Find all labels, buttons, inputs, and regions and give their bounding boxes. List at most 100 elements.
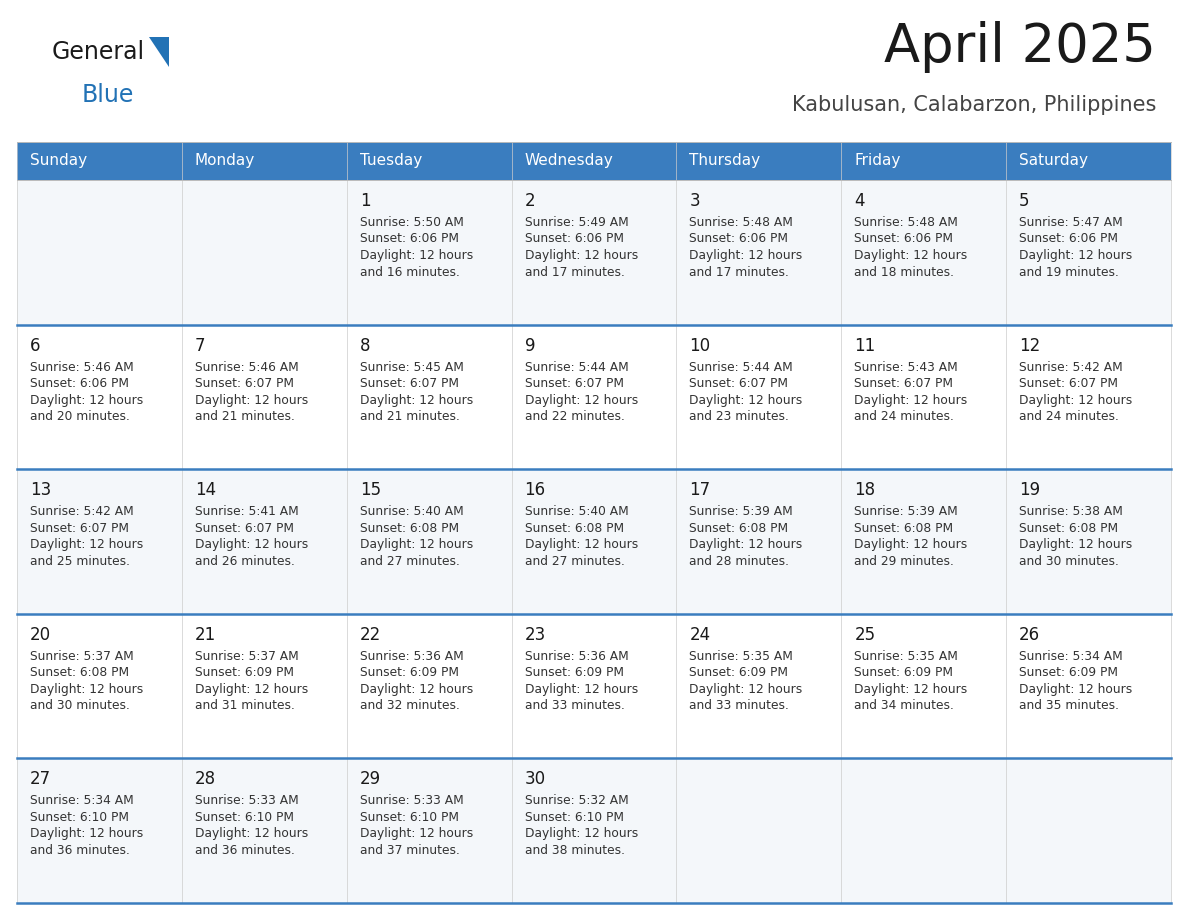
Bar	[347, 325, 512, 469]
Text: Monday: Monday	[195, 153, 255, 169]
Text: 27: 27	[30, 770, 51, 789]
Bar	[347, 180, 512, 325]
Text: and 35 minutes.: and 35 minutes.	[1019, 700, 1119, 712]
Bar	[512, 758, 676, 903]
Text: and 17 minutes.: and 17 minutes.	[689, 265, 789, 278]
Text: Sunrise: 5:38 AM: Sunrise: 5:38 AM	[1019, 505, 1123, 518]
Text: 14: 14	[195, 481, 216, 499]
Text: Sunrise: 5:33 AM: Sunrise: 5:33 AM	[360, 794, 463, 808]
Text: Sunrise: 5:41 AM: Sunrise: 5:41 AM	[195, 505, 298, 518]
Bar	[676, 758, 841, 903]
Text: Sunrise: 5:43 AM: Sunrise: 5:43 AM	[854, 361, 958, 374]
Text: Sunset: 6:06 PM: Sunset: 6:06 PM	[689, 232, 789, 245]
Bar	[676, 614, 841, 758]
Text: and 27 minutes.: and 27 minutes.	[360, 554, 460, 567]
Bar	[17, 142, 182, 180]
Text: 5: 5	[1019, 192, 1030, 210]
Text: Daylight: 12 hours: Daylight: 12 hours	[525, 249, 638, 262]
Text: Sunset: 6:09 PM: Sunset: 6:09 PM	[360, 666, 459, 679]
Text: Sunset: 6:06 PM: Sunset: 6:06 PM	[1019, 232, 1118, 245]
Text: 24: 24	[689, 626, 710, 644]
Text: and 25 minutes.: and 25 minutes.	[30, 554, 129, 567]
Text: Daylight: 12 hours: Daylight: 12 hours	[525, 827, 638, 840]
Text: Sunset: 6:07 PM: Sunset: 6:07 PM	[854, 377, 953, 390]
Bar	[676, 180, 841, 325]
Text: Sunrise: 5:39 AM: Sunrise: 5:39 AM	[854, 505, 958, 518]
Text: Sunrise: 5:37 AM: Sunrise: 5:37 AM	[30, 650, 134, 663]
Text: and 36 minutes.: and 36 minutes.	[30, 844, 129, 856]
Bar	[1006, 142, 1171, 180]
Text: Wednesday: Wednesday	[525, 153, 613, 169]
Text: 17: 17	[689, 481, 710, 499]
Text: and 30 minutes.: and 30 minutes.	[30, 700, 129, 712]
Text: Blue: Blue	[82, 83, 134, 107]
Text: 28: 28	[195, 770, 216, 789]
Text: and 24 minutes.: and 24 minutes.	[854, 410, 954, 423]
Text: Sunrise: 5:44 AM: Sunrise: 5:44 AM	[689, 361, 794, 374]
Text: and 36 minutes.: and 36 minutes.	[195, 844, 295, 856]
Text: Sunrise: 5:50 AM: Sunrise: 5:50 AM	[360, 216, 463, 229]
Text: and 20 minutes.: and 20 minutes.	[30, 410, 129, 423]
Text: Sunset: 6:08 PM: Sunset: 6:08 PM	[854, 521, 954, 534]
Text: Daylight: 12 hours: Daylight: 12 hours	[854, 394, 967, 407]
Text: 19: 19	[1019, 481, 1041, 499]
Bar	[17, 614, 182, 758]
Bar	[1006, 758, 1171, 903]
Bar	[676, 325, 841, 469]
Bar	[17, 469, 182, 614]
Text: Daylight: 12 hours: Daylight: 12 hours	[30, 683, 144, 696]
Text: General: General	[52, 40, 145, 64]
Text: Sunset: 6:10 PM: Sunset: 6:10 PM	[360, 811, 459, 823]
Bar	[841, 614, 1006, 758]
Text: Daylight: 12 hours: Daylight: 12 hours	[689, 394, 803, 407]
Text: 2: 2	[525, 192, 536, 210]
Text: Sunset: 6:09 PM: Sunset: 6:09 PM	[854, 666, 953, 679]
Text: and 27 minutes.: and 27 minutes.	[525, 554, 625, 567]
Text: Sunset: 6:09 PM: Sunset: 6:09 PM	[689, 666, 789, 679]
Text: Daylight: 12 hours: Daylight: 12 hours	[30, 394, 144, 407]
Bar	[17, 758, 182, 903]
Text: and 26 minutes.: and 26 minutes.	[195, 554, 295, 567]
Text: Sunset: 6:06 PM: Sunset: 6:06 PM	[525, 232, 624, 245]
Text: Daylight: 12 hours: Daylight: 12 hours	[525, 683, 638, 696]
Text: Daylight: 12 hours: Daylight: 12 hours	[360, 538, 473, 551]
Bar	[1006, 614, 1171, 758]
Text: Sunrise: 5:42 AM: Sunrise: 5:42 AM	[1019, 361, 1123, 374]
Text: and 21 minutes.: and 21 minutes.	[360, 410, 460, 423]
Bar	[182, 614, 347, 758]
Text: Sunset: 6:09 PM: Sunset: 6:09 PM	[195, 666, 293, 679]
Bar	[841, 180, 1006, 325]
Bar	[676, 142, 841, 180]
Text: Sunset: 6:08 PM: Sunset: 6:08 PM	[525, 521, 624, 534]
Bar	[841, 325, 1006, 469]
Text: Daylight: 12 hours: Daylight: 12 hours	[525, 538, 638, 551]
Bar	[182, 325, 347, 469]
Text: and 29 minutes.: and 29 minutes.	[854, 554, 954, 567]
Bar	[347, 614, 512, 758]
Text: Sunrise: 5:40 AM: Sunrise: 5:40 AM	[525, 505, 628, 518]
Text: 3: 3	[689, 192, 700, 210]
Text: and 37 minutes.: and 37 minutes.	[360, 844, 460, 856]
Text: Daylight: 12 hours: Daylight: 12 hours	[195, 538, 308, 551]
Text: Sunrise: 5:34 AM: Sunrise: 5:34 AM	[30, 794, 134, 808]
Text: 21: 21	[195, 626, 216, 644]
Text: and 22 minutes.: and 22 minutes.	[525, 410, 625, 423]
Text: 23: 23	[525, 626, 545, 644]
Text: and 31 minutes.: and 31 minutes.	[195, 700, 295, 712]
Text: and 16 minutes.: and 16 minutes.	[360, 265, 460, 278]
Text: Daylight: 12 hours: Daylight: 12 hours	[854, 249, 967, 262]
Text: Sunset: 6:07 PM: Sunset: 6:07 PM	[525, 377, 624, 390]
Bar	[182, 469, 347, 614]
Text: and 33 minutes.: and 33 minutes.	[689, 700, 789, 712]
Text: and 19 minutes.: and 19 minutes.	[1019, 265, 1119, 278]
Text: Sunrise: 5:48 AM: Sunrise: 5:48 AM	[854, 216, 959, 229]
Text: and 32 minutes.: and 32 minutes.	[360, 700, 460, 712]
Text: Sunset: 6:06 PM: Sunset: 6:06 PM	[854, 232, 953, 245]
Text: Sunday: Sunday	[30, 153, 87, 169]
Text: and 17 minutes.: and 17 minutes.	[525, 265, 625, 278]
Text: Sunset: 6:07 PM: Sunset: 6:07 PM	[689, 377, 789, 390]
Text: Sunrise: 5:46 AM: Sunrise: 5:46 AM	[30, 361, 134, 374]
Text: Daylight: 12 hours: Daylight: 12 hours	[195, 394, 308, 407]
Text: Friday: Friday	[854, 153, 901, 169]
Bar	[17, 325, 182, 469]
